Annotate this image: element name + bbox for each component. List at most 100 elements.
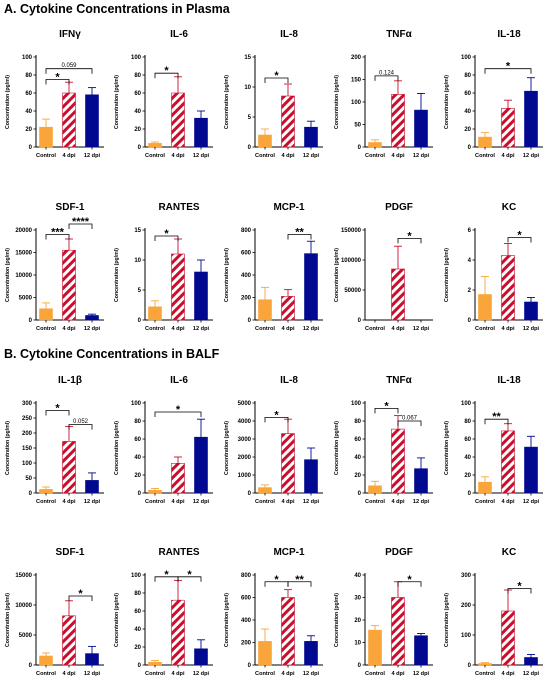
y-tick-label: 80 [464, 73, 471, 79]
x-tick-label: 4 dpi [171, 153, 184, 159]
x-tick-label: 4 dpi [62, 671, 75, 677]
x-tick-label: 12 dpi [84, 326, 101, 332]
y-tick-label: 20 [134, 127, 141, 133]
bar-chart: PDGF Concentration (pg/ml) 0 50000 100000 150… [334, 202, 433, 332]
significance-bracket [154, 72, 179, 79]
bar [304, 126, 318, 148]
bar [194, 648, 208, 666]
y-tick-label: 40 [25, 109, 32, 115]
bar-chart: MCP-1 Concentration (pg/ml) 0 200 400 600 800 C… [224, 547, 323, 677]
x-tick-label: Control [36, 671, 56, 677]
x-tick-label: 4 dpi [281, 671, 294, 677]
bar [524, 301, 538, 321]
bar [304, 253, 318, 321]
x-tick-label: Control [475, 671, 495, 677]
y-axis-label: Concentration (pg/ml) [224, 593, 230, 647]
significance-bracket [397, 581, 422, 587]
significance-label: * [187, 569, 192, 581]
chart-panel: SDF-1 Concentration (pg/ml) 0 5000 10000 1500… [0, 533, 108, 683]
significance-bracket [507, 588, 532, 594]
x-tick-label: Control [36, 326, 56, 332]
y-tick-label: 60 [134, 91, 141, 97]
bar [258, 134, 272, 148]
bar [39, 489, 53, 494]
significance-bracket [264, 77, 289, 83]
y-tick-label: 150 [22, 446, 33, 452]
bar [501, 108, 515, 148]
bar [524, 657, 538, 666]
bar-chart: IL-6 Concentration (pg/ml) 0 20 40 60 80 100 Con… [114, 375, 213, 505]
significance-label: * [78, 588, 83, 600]
y-tick-label: 0 [358, 145, 362, 151]
y-tick-label: 0 [29, 145, 33, 151]
y-tick-label: 4000 [238, 419, 252, 425]
significance-label: * [506, 61, 511, 73]
significance-label: * [517, 230, 522, 242]
x-tick-label: 12 dpi [303, 671, 320, 677]
x-tick-label: 4 dpi [391, 326, 404, 332]
bar-chart: IL-18 Concentration (pg/ml) 0 20 40 60 80 100 Co… [444, 29, 543, 159]
bar [39, 308, 53, 321]
y-axis-label: Concentration (pg/ml) [114, 248, 120, 302]
significance-label: * [274, 574, 279, 586]
bar [478, 136, 492, 148]
bar [258, 487, 272, 494]
significance-label: 0.124 [379, 70, 395, 76]
chart-panel: MCP-1 Concentration (pg/ml) 0 200 400 600 800 C… [219, 533, 327, 683]
x-tick-label: Control [36, 153, 56, 159]
y-tick-label: 200 [22, 431, 33, 437]
significance-label: ** [295, 227, 304, 239]
y-tick-label: 200 [241, 641, 252, 647]
bar [39, 126, 53, 148]
significance-bracket [374, 408, 399, 414]
y-tick-label: 0 [358, 491, 362, 497]
bar [39, 655, 53, 666]
x-tick-label: 12 dpi [303, 326, 320, 332]
bar-chart: IL-6 Concentration (pg/ml) 0 20 40 60 80 100 Con… [114, 29, 213, 159]
chart-title: IL-6 [170, 29, 188, 40]
bar-chart: IL-8 Concentration (pg/ml) 0 1000 2000 3000 40… [224, 375, 323, 505]
x-tick-label: 12 dpi [193, 671, 210, 677]
y-tick-label: 15 [244, 55, 251, 61]
bar-chart: IFNγ Concentration (pg/ml) 0 20 40 60 80 100 Con… [5, 29, 104, 159]
y-tick-label: 0 [358, 318, 362, 324]
bar-chart: KC Concentration (pg/ml) 0 100 200 300 Control… [444, 547, 543, 677]
significance-bracket [484, 418, 509, 425]
bar [478, 663, 492, 666]
bar [501, 255, 515, 321]
bar [414, 468, 428, 494]
bar-chart: IL-8 Concentration (pg/ml) 0 5 10 15 Control 4 … [224, 29, 323, 159]
bar-chart: PDGF Concentration (pg/ml) 0 10 20 30 40 Contro… [334, 547, 433, 677]
y-tick-label: 30 [354, 596, 361, 602]
bar [85, 94, 99, 148]
y-tick-label: 2 [468, 288, 472, 294]
y-tick-label: 250 [22, 416, 33, 422]
y-tick-label: 150000 [341, 228, 362, 234]
y-tick-label: 20 [25, 127, 32, 133]
bar [391, 94, 405, 148]
chart-title: IL-1β [58, 375, 82, 386]
bar [281, 433, 295, 494]
y-axis-label: Concentration (pg/ml) [444, 593, 450, 647]
bar [194, 436, 208, 494]
significance-label: **** [72, 216, 90, 228]
y-tick-label: 200 [461, 603, 472, 609]
significance-bracket [374, 75, 399, 81]
bar [62, 615, 76, 666]
x-tick-label: Control [475, 499, 495, 505]
chart-title: MCP-1 [273, 202, 305, 213]
y-tick-label: 0 [248, 145, 252, 151]
bar [85, 480, 99, 494]
x-tick-label: Control [255, 499, 275, 505]
bar [501, 610, 515, 666]
x-tick-label: Control [365, 671, 385, 677]
y-tick-label: 1000 [238, 473, 252, 479]
y-tick-label: 60 [464, 437, 471, 443]
x-tick-label: 12 dpi [523, 671, 540, 677]
y-tick-label: 3000 [238, 437, 252, 443]
y-tick-label: 60 [134, 437, 141, 443]
significance-bracket [68, 595, 93, 601]
chart-title: TNFα [386, 29, 412, 40]
x-tick-label: 4 dpi [501, 499, 514, 505]
y-axis-label: Concentration (pg/ml) [334, 75, 340, 129]
